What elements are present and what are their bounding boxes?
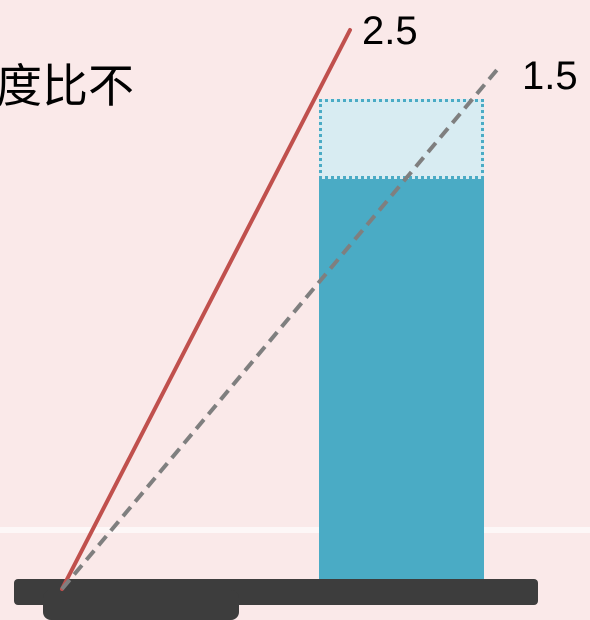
bar-extension-dotted [319,99,484,179]
red-ray-label: 2.5 [362,9,418,53]
gray-dashed-ray [60,63,503,591]
base-step [43,590,239,620]
horizontal-divider [0,527,590,533]
blue-bar [319,179,484,579]
red-ray [60,28,352,591]
gray-ray-label: 1.5 [522,54,578,98]
title-fragment: 度比不 [0,59,134,113]
